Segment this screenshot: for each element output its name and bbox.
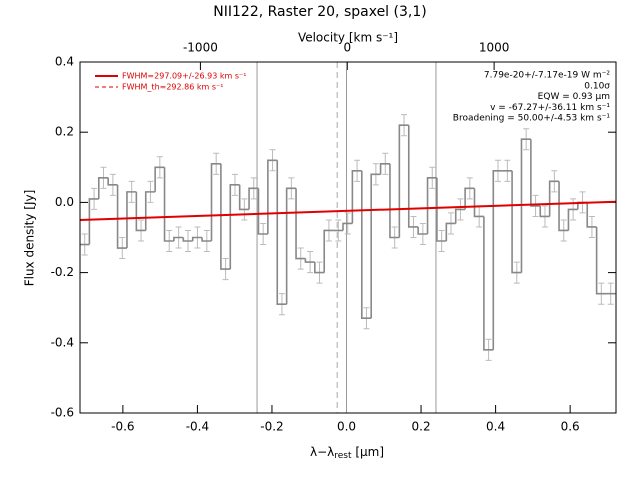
histogram-step (276, 160, 287, 305)
histogram-step (464, 187, 475, 210)
annotation: v = -67.27+/-36.11 km s⁻¹ (490, 103, 610, 113)
annotation: EQW = 0.93 μm (538, 92, 610, 102)
histogram-step (304, 258, 315, 263)
y-tick-label: 0.2 (55, 125, 74, 139)
histogram-step (229, 184, 240, 270)
histogram-step (154, 166, 165, 192)
histogram-step (97, 177, 109, 199)
y-tick-label: 0.4 (55, 55, 74, 69)
histogram-step (314, 262, 325, 274)
histogram-step (539, 205, 550, 218)
legend-label: FWHM=297.09+/-26.93 km s⁻¹ (122, 72, 246, 81)
x-tick-label: -0.4 (186, 420, 209, 434)
histogram-step (135, 191, 146, 232)
histogram-step (426, 177, 437, 234)
histogram-step (436, 177, 447, 242)
y-axis-label: Flux density [Jy] (23, 190, 37, 287)
legend-label: FWHM_th=292.86 km s⁻¹ (122, 83, 223, 92)
y-tick-label: 0.0 (55, 195, 74, 209)
x-label-unit: [μm] (352, 445, 385, 459)
x-tick-label: -0.6 (111, 420, 134, 434)
histogram-step (520, 138, 531, 273)
histogram-step (88, 198, 99, 245)
histogram-step (389, 163, 400, 239)
histogram-step (417, 226, 428, 235)
histogram-step (191, 236, 203, 242)
x-label-sub: rest (334, 451, 352, 461)
histogram-step (379, 162, 390, 175)
histogram-step (558, 181, 569, 232)
histogram-step (445, 222, 456, 242)
x-tick-label: 0.2 (412, 420, 431, 434)
histogram-step (351, 170, 362, 224)
chart-title: NII122, Raster 20, spaxel (3,1) (213, 4, 426, 20)
histogram-step (567, 208, 578, 231)
x2-tick-label: 0 (343, 41, 351, 55)
annotation: Broadening = 50.00+/-4.53 km s⁻¹ (453, 114, 611, 124)
histogram-step (530, 139, 541, 207)
histogram-step (407, 125, 419, 228)
fit-line (79, 200, 617, 221)
histogram-step (163, 167, 174, 242)
plot-frame (79, 61, 617, 414)
histogram-step (483, 216, 494, 351)
x-tick-label: 0.0 (337, 420, 356, 434)
x-axis-label: λ−λrest [μm] (310, 445, 384, 461)
x-tick-label: 0.4 (486, 420, 505, 434)
histogram-step (267, 159, 278, 234)
x2-axis-label: Velocity [km s⁻¹] (298, 31, 398, 45)
histogram-step (126, 191, 137, 249)
x-tick-label: 0.6 (561, 420, 580, 434)
histogram-step (116, 184, 127, 249)
histogram-step (370, 173, 381, 319)
histogram-step (595, 226, 607, 295)
histogram-step (454, 208, 466, 224)
y-tick-label: -0.2 (51, 265, 74, 279)
annotation: 7.79e-20+/-7.17e-19 W m⁻² (484, 71, 611, 81)
histogram-step (173, 236, 184, 242)
y-tick-label: -0.6 (51, 406, 74, 420)
histogram-step (220, 163, 231, 270)
x2-tick-label: 1000 (479, 41, 510, 55)
histogram-step (238, 184, 250, 211)
histogram-step (398, 124, 409, 238)
x-label-main: λ−λ (310, 445, 334, 459)
x-tick-label: -0.2 (260, 420, 283, 434)
histogram-step (107, 177, 118, 186)
histogram-step (586, 202, 597, 228)
histogram-step (342, 222, 353, 231)
histogram-step (323, 229, 334, 273)
histogram-step (182, 237, 193, 242)
histogram-step (248, 187, 259, 210)
histogram-step (360, 170, 372, 320)
x2-tick-label: -1000 (183, 41, 218, 55)
histogram-step (492, 170, 503, 350)
y-tick-label: -0.4 (51, 335, 74, 349)
annotation: 0.10σ (584, 81, 610, 91)
histogram-step (473, 188, 484, 218)
histogram-step (285, 187, 297, 305)
histogram-step (201, 237, 212, 242)
histogram-step (257, 188, 268, 235)
